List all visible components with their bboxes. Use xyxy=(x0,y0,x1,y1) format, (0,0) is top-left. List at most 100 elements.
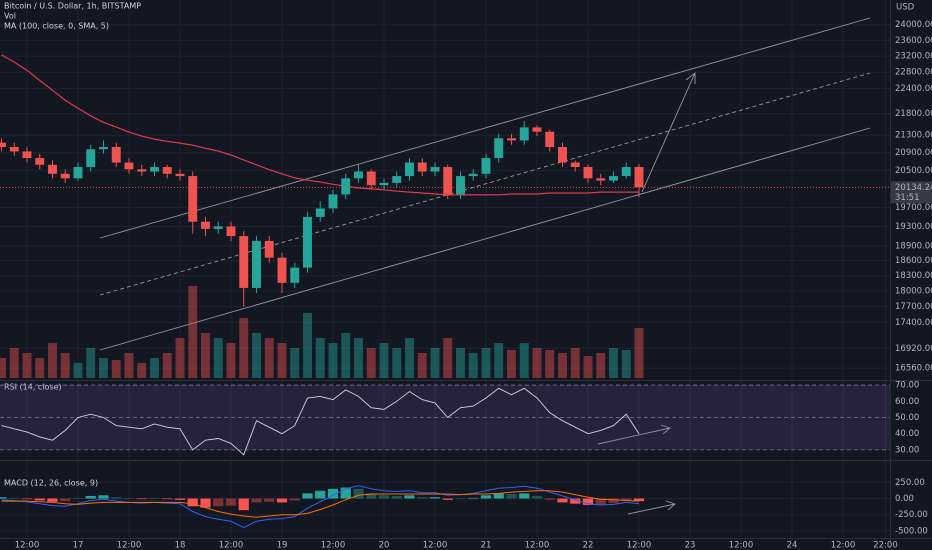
y-tick-label: 22400.00 xyxy=(895,84,932,94)
countdown: 31:51 xyxy=(895,193,920,203)
volume-bar xyxy=(570,348,580,378)
y-tick-label: 20500.00 xyxy=(895,166,932,176)
volume-bar xyxy=(201,333,210,378)
macd-histogram-bar xyxy=(340,487,351,499)
candle-body xyxy=(290,267,300,283)
candle-body xyxy=(545,131,555,148)
ma-label: MA (100, close, 0, SMA, 5) xyxy=(4,22,109,31)
macd-histogram-bar xyxy=(187,498,198,507)
macd-histogram-bar xyxy=(162,498,173,500)
x-tick-label: 12:00 xyxy=(15,541,40,550)
candle-body xyxy=(507,138,516,141)
macd-histogram-bar xyxy=(429,497,441,499)
volume-bar xyxy=(86,348,96,378)
volume-bar xyxy=(443,338,453,378)
volume-bar xyxy=(48,343,57,378)
macd-histogram-bar xyxy=(0,497,7,499)
y-tick-label: 50.00 xyxy=(895,413,919,423)
y-tick-label: 24000.00 xyxy=(895,20,932,30)
volume-bar xyxy=(417,353,427,378)
x-tick-label: 20 xyxy=(379,541,390,550)
candle-body xyxy=(99,147,108,150)
candle-body xyxy=(175,173,185,177)
volume-bar xyxy=(22,353,32,378)
candle-body xyxy=(239,236,249,288)
macd-title: MACD (12, 26, close, 9) xyxy=(4,479,98,488)
macd-histogram-bar xyxy=(21,498,33,500)
candle-body xyxy=(405,162,414,177)
macd-histogram-bar xyxy=(468,497,479,499)
macd-histogram-bar xyxy=(264,498,275,502)
y-tick-label: 16560.00 xyxy=(895,364,932,374)
y-tick-label: 23200.00 xyxy=(895,52,932,62)
signal-line xyxy=(1,490,640,518)
candle-body xyxy=(22,151,32,159)
candle-body xyxy=(481,158,491,174)
volume-bar xyxy=(379,343,389,378)
volume-bar xyxy=(341,333,351,378)
y-tick-label: 21800.00 xyxy=(895,109,932,119)
y-tick-label: 70.00 xyxy=(895,381,919,391)
macd-histogram-bar xyxy=(378,495,390,499)
y-tick-label: 40.00 xyxy=(895,429,919,439)
candle-body xyxy=(494,138,504,159)
volume-bar xyxy=(405,338,414,378)
candle-body xyxy=(392,176,402,183)
y-tick-label: 18900.00 xyxy=(895,241,932,251)
macd-histogram-bar xyxy=(276,498,288,503)
volume-bar xyxy=(60,353,70,378)
macd-histogram-bar xyxy=(174,498,186,500)
volume-bar xyxy=(162,353,172,378)
volume-bar xyxy=(366,348,376,378)
macd-histogram-bar xyxy=(519,493,530,499)
x-tick-label: 19 xyxy=(277,541,288,550)
candle-body xyxy=(303,216,312,268)
candle-body xyxy=(9,147,19,152)
x-tick-label: 12:00 xyxy=(729,541,754,550)
x-tick-label: 12:00 xyxy=(423,541,448,550)
volume-bar xyxy=(354,338,363,378)
candle-body xyxy=(634,167,644,188)
macd-histogram-bar xyxy=(570,498,581,504)
volume-bar xyxy=(558,353,567,378)
macd-histogram-bar xyxy=(200,498,211,508)
x-tick-label: 18 xyxy=(175,541,186,550)
candle-body xyxy=(596,178,606,181)
candle-body xyxy=(201,221,210,229)
arrow xyxy=(641,72,696,193)
volume-bar xyxy=(73,363,83,378)
macd-histogram-bar xyxy=(557,498,568,503)
macd-histogram-bar xyxy=(404,495,415,499)
rsi-arrow xyxy=(597,424,671,445)
candle-body xyxy=(354,171,363,179)
macd-histogram-bar xyxy=(595,498,606,505)
macd-histogram-bar xyxy=(391,495,402,499)
candle-body xyxy=(328,194,338,209)
macd-histogram-bar xyxy=(531,495,543,499)
candle-body xyxy=(583,167,593,179)
macd-histogram-bar xyxy=(136,498,147,500)
macd-histogram-bar xyxy=(123,498,135,500)
volume-bar xyxy=(519,343,529,378)
candle-body xyxy=(124,162,134,170)
candle-body xyxy=(137,169,147,172)
x-tick-label: 12:00 xyxy=(321,541,346,550)
y-tick-label: 22800.00 xyxy=(895,68,932,78)
volume-bar xyxy=(111,360,121,378)
y-tick-label: 19700.00 xyxy=(895,203,932,213)
y-tick-label: 18600.00 xyxy=(895,256,932,266)
macd-histogram-bar xyxy=(544,498,555,500)
candle-body xyxy=(111,147,121,163)
volume-bar xyxy=(213,338,223,378)
y-tick-label: 19300.00 xyxy=(895,222,932,232)
macd-histogram-bar xyxy=(47,498,58,502)
volume-bar xyxy=(99,358,108,378)
macd-histogram-bar xyxy=(366,493,377,499)
macd-histogram-bar xyxy=(442,498,453,500)
y-tick-label: 30.00 xyxy=(895,445,919,455)
volume-bar xyxy=(137,363,147,378)
candle-body xyxy=(609,176,618,181)
candle-body xyxy=(570,162,580,168)
volume-bar xyxy=(252,333,261,378)
